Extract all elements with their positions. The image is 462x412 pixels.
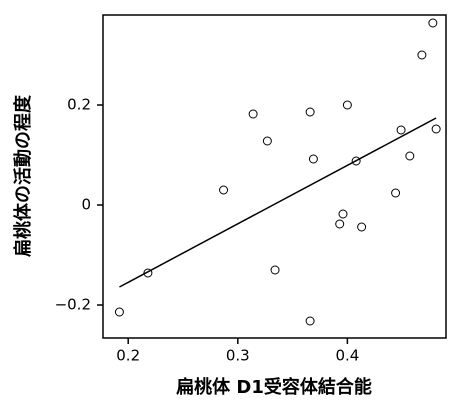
point xyxy=(396,125,406,135)
y-axis-label: 扁桃体の活動の程度 xyxy=(12,94,34,257)
point xyxy=(391,188,401,198)
point xyxy=(305,107,315,117)
point xyxy=(219,185,229,195)
point xyxy=(248,109,258,119)
x-tick-label: 0.2 xyxy=(116,347,140,365)
point xyxy=(143,268,153,278)
x-tick-label: 0.3 xyxy=(226,347,250,365)
plot-frame xyxy=(102,14,447,339)
point xyxy=(305,316,315,326)
point xyxy=(270,265,280,275)
x-tick-label: 0.4 xyxy=(335,347,359,365)
y-tick-label: 0.2 xyxy=(67,96,91,114)
point xyxy=(417,50,427,60)
trend-line xyxy=(119,117,437,288)
point xyxy=(114,307,124,317)
point xyxy=(351,156,361,166)
point xyxy=(342,100,352,110)
y-tick-label: 0 xyxy=(81,196,91,214)
point xyxy=(431,124,441,134)
point xyxy=(308,154,318,164)
x-axis-label: 扁桃体 D1受容体結合能 xyxy=(176,376,372,398)
point xyxy=(335,219,345,229)
point xyxy=(338,209,348,219)
point xyxy=(262,136,272,146)
point xyxy=(357,222,367,232)
y-tick-label: −0.2 xyxy=(55,296,91,314)
point xyxy=(428,18,438,28)
point xyxy=(405,151,415,161)
